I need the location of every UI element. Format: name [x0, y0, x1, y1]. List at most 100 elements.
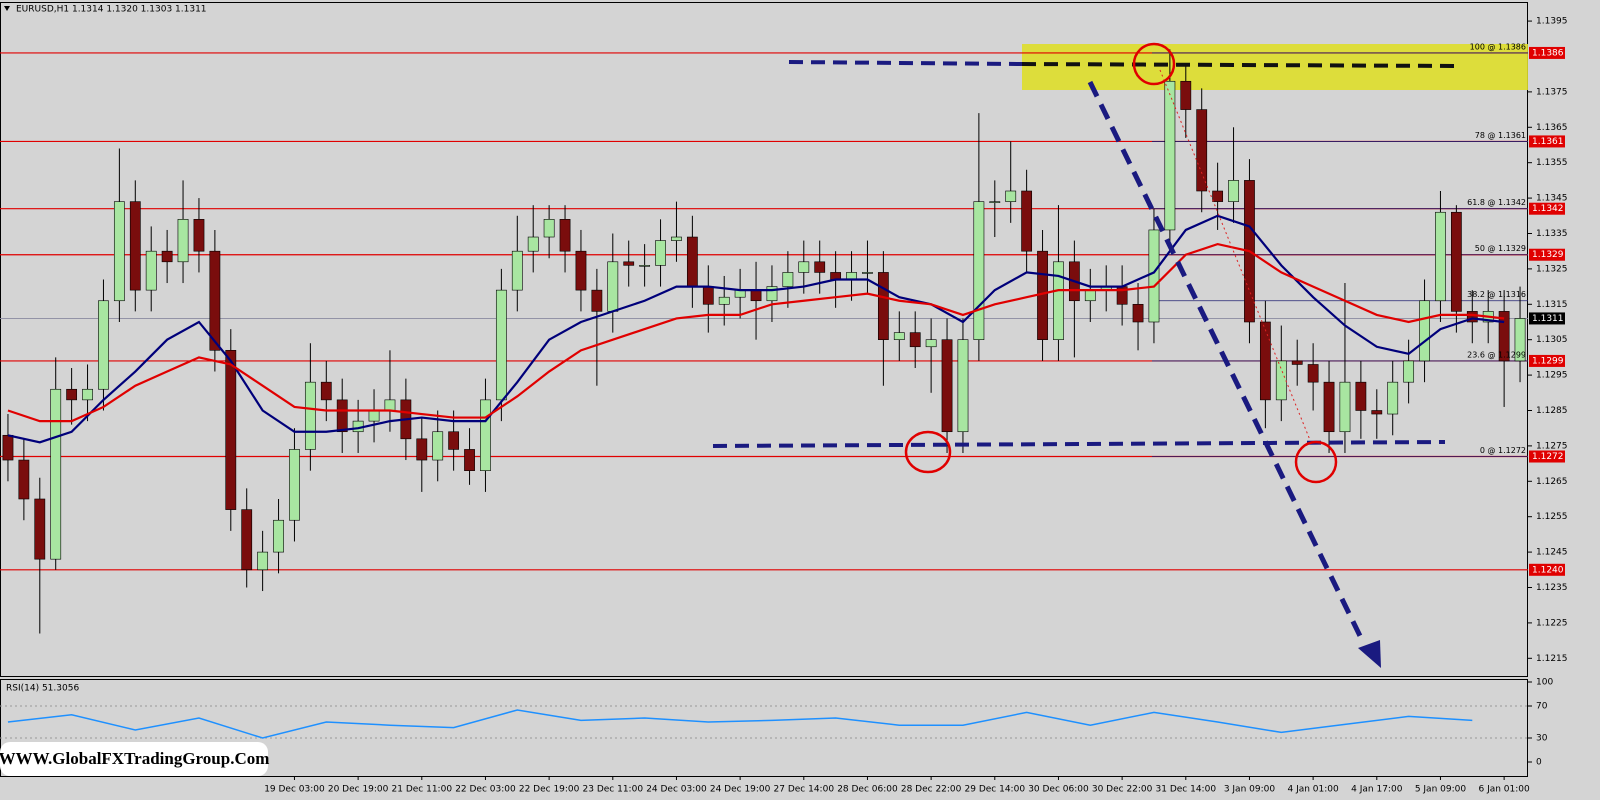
- candle-body: [18, 459, 30, 500]
- plot-frame: [0, 2, 1528, 677]
- candle-body: [1228, 180, 1239, 202]
- candle-body: [98, 300, 109, 390]
- level-tag-label: 1.1240: [1532, 565, 1564, 575]
- candle-body: [1196, 109, 1208, 192]
- level-tag: [1529, 135, 1565, 148]
- fib-label: 50 @ 1.1329: [1475, 244, 1526, 253]
- x-tick-label: 28 Dec 22:00: [901, 785, 962, 795]
- level-tag: [1529, 354, 1565, 367]
- y-tick-label: 1.1305: [1536, 335, 1568, 345]
- support-line: [712, 440, 1446, 448]
- axes: 1.1395 1.1375 1.1365 1.1355 1.1345 1.1335 1.13…: [0, 17, 1568, 795]
- y-tick-label: 1.1295: [1536, 371, 1568, 381]
- x-tick-label: 22 Dec 03:00: [455, 785, 516, 795]
- candle-body: [559, 219, 571, 252]
- x-tick-label: 30 Dec 06:00: [1028, 785, 1089, 795]
- rsi-tick-label: 100: [1536, 678, 1553, 688]
- candle-body: [113, 201, 125, 302]
- y-tick-label: 1.1225: [1536, 618, 1568, 628]
- candle-body: [448, 431, 460, 450]
- y-tick-label: 1.1245: [1536, 548, 1568, 558]
- candle-body: [257, 551, 269, 571]
- candle-body: [671, 236, 682, 241]
- fib-label: 38.2 @ 1.1316: [1467, 290, 1526, 299]
- fib-trend-line: [1159, 69, 1311, 441]
- candle-body: [495, 289, 507, 401]
- candle-body: [575, 250, 587, 291]
- candle-body: [1466, 311, 1478, 323]
- candle-body: [862, 272, 873, 274]
- watermark: WWW.GlobalFXTradingGroup.Com: [0, 742, 269, 776]
- x-tick-label: 4 Jan 01:00: [1287, 785, 1339, 795]
- resistance-line: [788, 60, 1023, 66]
- annotations: [712, 42, 1461, 668]
- x-tick-label: 3 Jan 09:00: [1224, 785, 1276, 795]
- watermark-text: WWW.GlobalFXTradingGroup.Com: [0, 749, 269, 768]
- fib-label: 100 @ 1.1386: [1470, 42, 1526, 51]
- y-tick-label: 1.1335: [1536, 229, 1568, 239]
- candle-body: [750, 289, 762, 302]
- candle-body: [193, 219, 205, 252]
- candle-body: [1053, 261, 1064, 340]
- y-tick-label: 1.1265: [1536, 477, 1568, 487]
- level-tag-label: 1.1386: [1532, 48, 1564, 58]
- candle-body: [814, 261, 826, 273]
- x-tick-label: 19 Dec 03:00: [264, 785, 325, 795]
- rsi-line: [7, 709, 1473, 739]
- level-tag: [1529, 202, 1565, 215]
- candle-body: [464, 449, 475, 471]
- candle-body: [161, 250, 173, 263]
- candle-body: [34, 498, 46, 560]
- candle-body: [686, 236, 698, 287]
- candle-body: [925, 339, 937, 348]
- y-tick-label: 1.1365: [1536, 123, 1568, 133]
- fib-label: 61.8 @ 1.1342: [1467, 198, 1526, 207]
- candle-body: [145, 250, 157, 291]
- candle-body: [82, 388, 93, 401]
- candle-body: [1339, 381, 1351, 433]
- x-tick-label: 24 Dec 03:00: [646, 785, 707, 795]
- candle-body: [1164, 80, 1176, 231]
- candle-body: [241, 509, 253, 571]
- trend-arrow: [1087, 80, 1365, 642]
- x-tick-label: 28 Dec 06:00: [837, 785, 898, 795]
- highlight-circle: [1294, 440, 1338, 484]
- candle-body: [1435, 211, 1446, 302]
- candle-body: [957, 339, 969, 433]
- candle-body: [1212, 190, 1224, 202]
- x-tick-label: 29 Dec 14:00: [965, 785, 1026, 795]
- x-tick-label: 22 Dec 19:00: [519, 785, 580, 795]
- candle-body: [384, 399, 396, 411]
- candle-body: [2, 434, 14, 461]
- candle-body: [1259, 321, 1271, 401]
- candle-body: [527, 236, 539, 252]
- candle-body: [909, 332, 921, 348]
- candle-body: [1307, 364, 1319, 383]
- y-tick-label: 1.1285: [1536, 406, 1568, 416]
- candle-body: [1355, 381, 1367, 411]
- candle-body: [50, 388, 62, 560]
- candle-body: [209, 250, 221, 351]
- x-tick-label: 31 Dec 14:00: [1156, 785, 1217, 795]
- candle-body: [1498, 311, 1510, 362]
- plot: [0, 49, 1528, 634]
- candle-body: [1005, 190, 1017, 202]
- candle-body: [877, 272, 889, 340]
- candle-body: [368, 410, 380, 422]
- candle-body: [591, 289, 603, 312]
- candle-body: [1387, 381, 1399, 415]
- candle-body: [607, 261, 619, 312]
- y-tick-label: 1.1275: [1536, 441, 1568, 451]
- candle-body: [989, 201, 1001, 203]
- candle-body: [1180, 80, 1192, 110]
- rsi-tick-label: 0: [1536, 758, 1542, 768]
- fib-label: 0 @ 1.1272: [1480, 446, 1526, 455]
- candle-body: [543, 219, 555, 238]
- x-tick-label: 6 Jan 01:00: [1478, 785, 1530, 795]
- moving-average: [7, 214, 1505, 444]
- candle-body: [320, 381, 332, 401]
- x-tick-label: 27 Dec 14:00: [774, 785, 835, 795]
- candle-body: [973, 201, 985, 340]
- chart-title: EURUSD,H1 1.1314 1.1320 1.1303 1.1311: [16, 5, 207, 15]
